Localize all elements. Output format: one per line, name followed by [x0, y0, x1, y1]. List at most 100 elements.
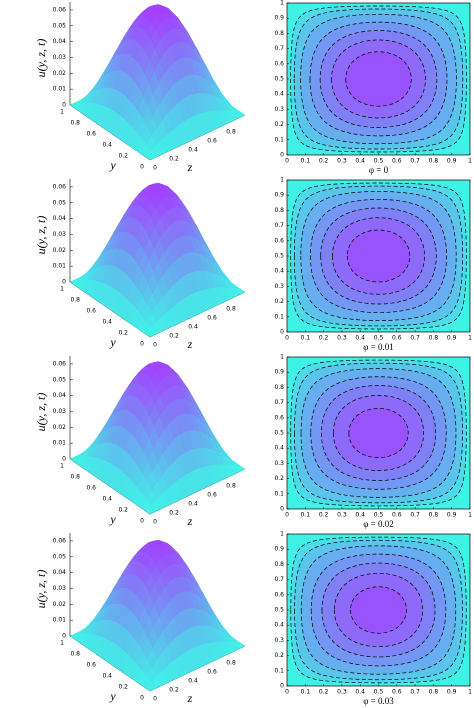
y-tick-label: 0.5	[274, 76, 284, 83]
y-tick-label: 0.9	[274, 546, 284, 553]
x-tick-label: 0.6	[392, 689, 402, 696]
z-tick-label: 0.01	[53, 263, 67, 270]
y-tick-label: 0	[280, 683, 284, 690]
x-tick-label: 0.8	[429, 335, 439, 342]
x-tick-label: 0.5	[374, 512, 384, 519]
y-tick-label: 0.1	[274, 136, 284, 143]
x-tick-label: 0.5	[374, 335, 384, 342]
z-tick-label: 0.04	[53, 392, 67, 399]
y-tick-label: 1	[60, 463, 64, 470]
y-tick-label: 0.2	[118, 507, 128, 514]
y-tick-label: 0	[140, 164, 144, 171]
z-axis-tick-label: 0.6	[207, 669, 217, 676]
z-tick-label: 0.05	[53, 553, 67, 560]
y-tick-label: 0.7	[274, 222, 284, 229]
z-axis-tick-label: 0.8	[226, 306, 236, 313]
x-axis-title: z	[187, 160, 193, 174]
y-tick-label: 0.1	[274, 490, 284, 497]
y-tick-label: 0.4	[274, 268, 284, 275]
y-tick-label: 0.4	[274, 91, 284, 98]
z-tick-label: 0.04	[53, 569, 67, 576]
x-tick-label: 0	[285, 158, 289, 165]
y-tick-label: 0.9	[274, 192, 284, 199]
y-axis-title: y	[109, 335, 116, 349]
x-tick-label: 0.7	[410, 689, 420, 696]
contour-level	[350, 586, 407, 634]
surface-facet	[145, 505, 156, 515]
y-tick-label: 1	[280, 354, 284, 361]
y-tick-label: 0.8	[70, 120, 80, 127]
z-axis-title: u(y, z, t)	[34, 393, 48, 432]
z-tick-label: 0.01	[53, 440, 67, 447]
x-tick-label: 0.3	[337, 689, 347, 696]
z-tick-label: 0.06	[53, 183, 67, 190]
x-tick-label: 0	[285, 335, 289, 342]
caption: φ = 0.02	[363, 519, 394, 529]
z-axis-tick-label: 0.4	[188, 678, 198, 685]
z-tick-label: 0.02	[53, 601, 67, 608]
y-tick-label: 0.2	[274, 652, 284, 659]
y-tick-label: 0.8	[274, 30, 284, 37]
y-tick-label: 0.3	[274, 460, 284, 467]
x-tick-label: 0.2	[319, 512, 329, 519]
x-tick-label: 0.1	[301, 689, 311, 696]
y-tick-label: 0.2	[118, 153, 128, 160]
x-tick-label: 0.6	[392, 158, 402, 165]
surface	[69, 539, 246, 692]
y-tick-label: 0.4	[102, 673, 112, 680]
y-tick-label: 0.6	[274, 60, 284, 67]
y-tick-label: 0.2	[118, 684, 128, 691]
y-tick-label: 0.6	[274, 591, 284, 598]
x-tick-label: 0.3	[337, 335, 347, 342]
y-tick-label: 0.4	[274, 622, 284, 629]
x-tick-label: 0.1	[301, 512, 311, 519]
x-tick-label: 1	[468, 158, 472, 165]
x-tick-label: 0.3	[337, 512, 347, 519]
y-tick-label: 0	[140, 341, 144, 348]
caption: φ = 0	[369, 165, 389, 175]
y-tick-label: 0.2	[118, 330, 128, 337]
z-tick-label: 0.03	[53, 54, 67, 61]
y-axis-title: y	[109, 512, 116, 526]
z-axis-tick-label: 0	[153, 342, 157, 349]
z-axis-tick-label: 0.2	[169, 687, 179, 694]
x-tick-label: 0.9	[447, 335, 457, 342]
z-tick-label: 0.04	[53, 215, 67, 222]
y-tick-label: 0.5	[274, 430, 284, 437]
contour-level	[348, 408, 409, 458]
x-tick-label: 0.4	[355, 158, 365, 165]
y-tick-label: 0.6	[86, 485, 96, 492]
z-tick-label: 0.02	[53, 424, 67, 431]
x-axis-title: z	[187, 337, 193, 351]
x-tick-label: 1	[468, 689, 472, 696]
y-tick-label: 0.7	[274, 399, 284, 406]
z-tick-label: 0	[62, 279, 66, 286]
y-tick-label: 0.4	[102, 496, 112, 503]
y-tick-label: 0.3	[274, 106, 284, 113]
x-tick-label: 0.5	[374, 158, 384, 165]
y-tick-label: 1	[60, 109, 64, 116]
z-tick-label: 0	[62, 633, 66, 640]
y-tick-label: 0	[140, 695, 144, 702]
y-tick-label: 0.6	[86, 131, 96, 138]
z-tick-label: 0.03	[53, 408, 67, 415]
y-tick-label: 0.1	[274, 313, 284, 320]
y-tick-label: 0.2	[274, 121, 284, 128]
x-tick-label: 0.4	[355, 512, 365, 519]
y-tick-label: 0.8	[274, 207, 284, 214]
y-tick-label: 1	[280, 177, 284, 184]
y-tick-label: 0	[140, 518, 144, 525]
z-axis-tick-label: 0.4	[188, 147, 198, 154]
x-tick-label: 0.1	[301, 158, 311, 165]
y-tick-label: 0.8	[70, 651, 80, 658]
x-tick-label: 0.7	[410, 158, 420, 165]
x-tick-label: 0.8	[429, 689, 439, 696]
x-tick-label: 1	[468, 512, 472, 519]
y-tick-label: 0.2	[274, 298, 284, 305]
y-tick-label: 0.6	[274, 414, 284, 421]
x-tick-label: 0.1	[301, 335, 311, 342]
x-tick-label: 0.8	[429, 512, 439, 519]
z-axis-tick-label: 0	[153, 696, 157, 703]
surface-facet	[145, 328, 156, 338]
x-tick-label: 0.9	[447, 689, 457, 696]
